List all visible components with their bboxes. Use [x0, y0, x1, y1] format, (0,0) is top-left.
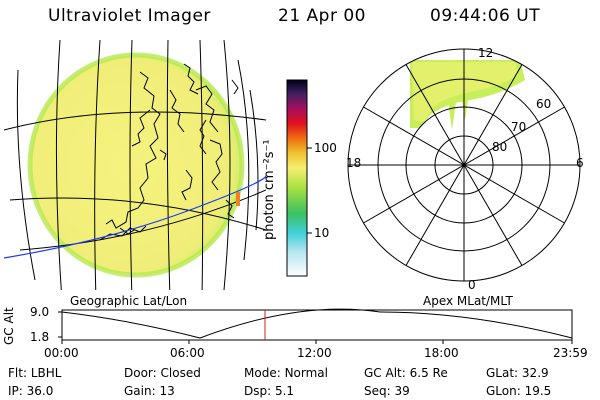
mlt-label-18: 18	[346, 156, 362, 170]
status-gc-alt: GC Alt: 6.5 Re	[364, 366, 448, 380]
colorbar	[286, 79, 308, 277]
orbit-track	[3, 174, 266, 259]
status-door: Door: Closed	[124, 366, 201, 380]
lat-label-70: 70	[511, 120, 527, 134]
altitude-curve	[61, 308, 573, 339]
status-ip: IP: 36.0	[8, 384, 54, 398]
x-tick-0000: 00:00	[44, 346, 79, 360]
status-mode: Mode: Normal	[244, 366, 328, 380]
apex-title: Apex MLat/MLT	[423, 294, 513, 308]
date-label: 21 Apr 00	[278, 6, 366, 26]
status-seq: Seq: 39	[364, 384, 410, 398]
mlt-label-0: 0	[468, 278, 476, 292]
lat-label-80: 80	[492, 140, 508, 154]
status-dsp: Dsp: 5.1	[244, 384, 295, 398]
x-tick-0600: 06:00	[170, 346, 205, 360]
y-tick-1-8: 1.8	[30, 330, 50, 344]
gc-alt-axis-label: GC Alt	[2, 307, 16, 345]
colorbar-unit-label: photon cm⁻²s⁻¹	[262, 139, 277, 240]
time-label: 09:44:06 UT	[430, 6, 541, 26]
mlt-label-6: 6	[576, 156, 584, 170]
x-tick-1200: 12:00	[297, 346, 332, 360]
mlt-label-12: 12	[478, 46, 494, 60]
x-tick-1800: 18:00	[424, 346, 459, 360]
status-flt: Flt: LBHL	[8, 366, 62, 380]
status-gain: Gain: 13	[124, 384, 175, 398]
colorbar-tick-100: 100	[314, 141, 337, 155]
meridian-lines	[16, 40, 259, 290]
earth-globe	[3, 40, 266, 290]
coastlines	[99, 63, 239, 241]
lat-label-60: 60	[536, 97, 552, 111]
status-glon: GLon: 19.5	[486, 384, 552, 398]
geographic-title: Geographic Lat/Lon	[70, 294, 188, 308]
x-tick-2359: 23:59	[553, 346, 588, 360]
status-glat: GLat: 32.9	[486, 366, 549, 380]
instrument-title: Ultraviolet Imager	[48, 6, 211, 26]
polar-plot	[347, 48, 581, 282]
y-tick-9: 9.0	[30, 305, 50, 319]
altitude-plot	[58, 308, 573, 344]
colorbar-tick-10: 10	[314, 226, 330, 240]
aurora-disk	[30, 55, 242, 275]
